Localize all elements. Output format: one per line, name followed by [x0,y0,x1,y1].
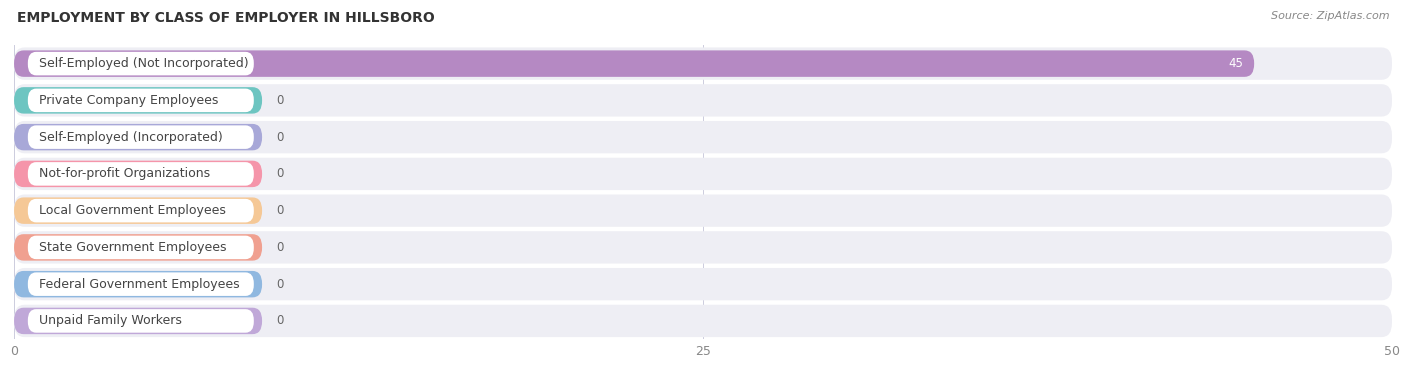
FancyBboxPatch shape [14,198,262,224]
FancyBboxPatch shape [14,305,1392,337]
Text: 45: 45 [1229,57,1243,70]
FancyBboxPatch shape [14,234,262,261]
FancyBboxPatch shape [14,51,1254,77]
FancyBboxPatch shape [28,89,254,112]
Text: 0: 0 [276,204,283,217]
FancyBboxPatch shape [28,162,254,185]
Text: 0: 0 [276,167,283,180]
FancyBboxPatch shape [14,84,1392,116]
FancyBboxPatch shape [14,195,1392,227]
Text: Self-Employed (Incorporated): Self-Employed (Incorporated) [39,131,222,144]
Text: 0: 0 [276,278,283,291]
Text: EMPLOYMENT BY CLASS OF EMPLOYER IN HILLSBORO: EMPLOYMENT BY CLASS OF EMPLOYER IN HILLS… [17,11,434,25]
Text: Unpaid Family Workers: Unpaid Family Workers [39,314,181,327]
Text: 0: 0 [276,94,283,107]
FancyBboxPatch shape [14,87,262,113]
Text: Local Government Employees: Local Government Employees [39,204,226,217]
Text: Federal Government Employees: Federal Government Employees [39,278,239,291]
FancyBboxPatch shape [14,48,1392,80]
Text: Not-for-profit Organizations: Not-for-profit Organizations [39,167,209,180]
Text: Private Company Employees: Private Company Employees [39,94,218,107]
FancyBboxPatch shape [28,273,254,296]
Text: Source: ZipAtlas.com: Source: ZipAtlas.com [1271,11,1389,21]
FancyBboxPatch shape [14,124,262,150]
Text: Self-Employed (Not Incorporated): Self-Employed (Not Incorporated) [39,57,249,70]
FancyBboxPatch shape [14,158,1392,190]
FancyBboxPatch shape [14,161,262,187]
FancyBboxPatch shape [14,231,1392,264]
FancyBboxPatch shape [28,309,254,333]
Text: State Government Employees: State Government Employees [39,241,226,254]
Text: 0: 0 [276,131,283,144]
FancyBboxPatch shape [14,271,262,297]
FancyBboxPatch shape [14,121,1392,153]
FancyBboxPatch shape [28,199,254,222]
FancyBboxPatch shape [28,52,254,75]
FancyBboxPatch shape [28,126,254,149]
FancyBboxPatch shape [14,308,262,334]
FancyBboxPatch shape [14,268,1392,300]
FancyBboxPatch shape [28,236,254,259]
Text: 0: 0 [276,314,283,327]
Text: 0: 0 [276,241,283,254]
